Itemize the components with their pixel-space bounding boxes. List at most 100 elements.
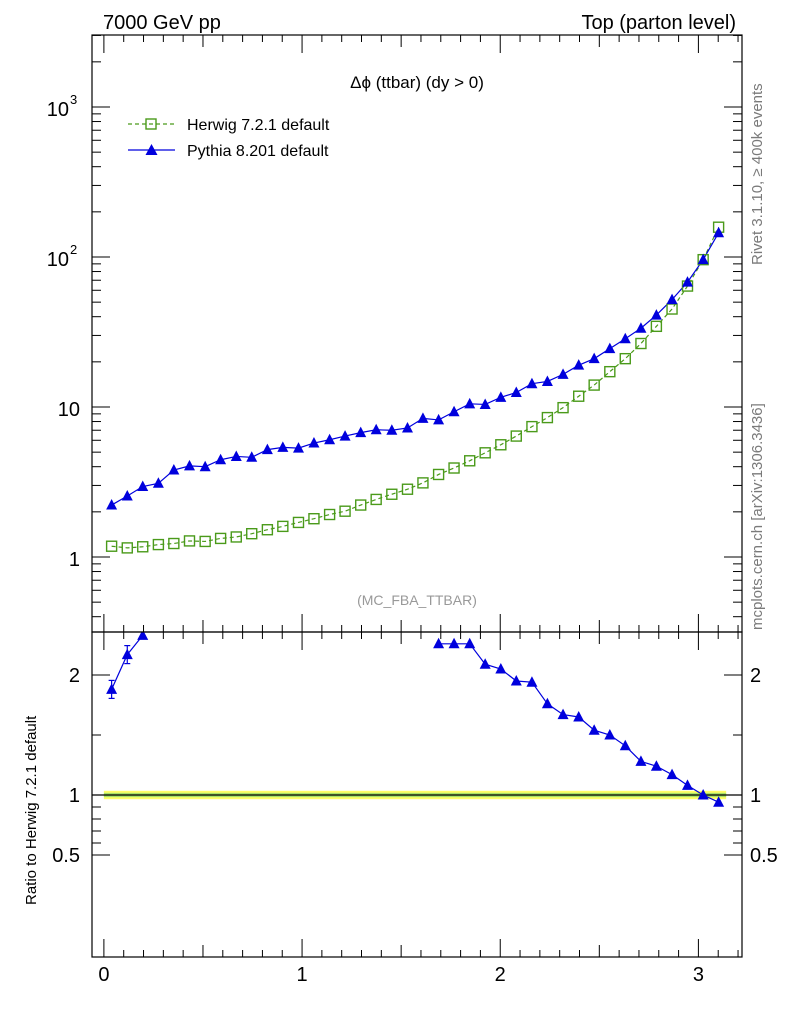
- herwig-point-26: [510, 430, 522, 442]
- ratio-point-5: [464, 637, 476, 649]
- x-tick-label-3: 3: [693, 964, 704, 986]
- x-tick-label-2: 2: [495, 964, 506, 986]
- herwig-point-34: [635, 337, 647, 350]
- pythia-point-25: [495, 391, 507, 402]
- ratio-ytick-left-2: 2: [69, 665, 80, 687]
- herwig-point-14: [323, 508, 336, 521]
- herwig-point-18: [386, 488, 398, 500]
- y-tick-label-1000: 10 3: [47, 92, 77, 121]
- herwig-point-4: [168, 537, 180, 550]
- herwig-point-3: [152, 538, 165, 551]
- x-tick-label-1: 1: [296, 964, 307, 986]
- herwig-point-1: [121, 542, 133, 554]
- herwig-point-32: [604, 365, 616, 378]
- ratio-point-8: [510, 675, 522, 686]
- pythia-point-5: [184, 459, 195, 471]
- pythia-point-28: [541, 375, 553, 386]
- herwig-point-15: [339, 505, 351, 517]
- pythia-point-13: [308, 437, 320, 448]
- ratio-point-1: [121, 648, 133, 660]
- header-right: Top (parton level): [581, 12, 736, 34]
- ratio-point-16: [635, 755, 647, 766]
- herwig-point-23: [464, 455, 476, 467]
- pythia-point-16: [355, 426, 367, 438]
- pythia-point-2: [137, 480, 149, 492]
- pythia-point-14: [324, 433, 336, 445]
- pythia-point-12: [292, 442, 304, 453]
- ratio-point-6: [479, 658, 491, 669]
- svg-text:3: 3: [70, 92, 77, 107]
- ratio-point-18: [666, 768, 678, 780]
- pythia-point-36: [666, 293, 678, 305]
- ratio-point-10: [541, 697, 553, 709]
- ratio-point-15: [619, 739, 631, 751]
- herwig-point-7: [214, 532, 227, 545]
- svg-text:10: 10: [47, 249, 69, 271]
- herwig-point-29: [557, 401, 569, 414]
- pythia-point-8: [230, 450, 242, 461]
- pythia-point-19: [401, 421, 413, 433]
- pythia-point-6: [199, 460, 211, 472]
- ratio-point-14: [604, 729, 616, 740]
- pythia-point-22: [448, 405, 460, 417]
- main-panel: 1 10 10 2 10 3 Δϕ (ttbar) (dy > 0) (MC_F…: [47, 34, 743, 633]
- ratio-axis-ticks: [92, 632, 742, 957]
- herwig-point-19: [401, 483, 414, 495]
- herwig-point-0: [105, 540, 118, 552]
- ratio-ytick-left-1: 1: [69, 785, 80, 807]
- herwig-line: [111, 226, 720, 549]
- chart-title: Δϕ (ttbar) (dy > 0): [350, 73, 484, 92]
- herwig-point-13: [308, 513, 320, 525]
- y-tick-label-10: 10: [58, 399, 80, 421]
- herwig-point-11: [277, 520, 289, 533]
- pythia-point-3: [152, 477, 164, 488]
- ratio-ytick-right-0.5: 0.5: [750, 845, 778, 867]
- ratio-point-9: [526, 676, 538, 687]
- herwig-point-10: [261, 524, 274, 536]
- ratio-point-12: [573, 711, 585, 722]
- ratio-point-19: [682, 779, 694, 790]
- herwig-point-36: [666, 303, 678, 315]
- herwig-point-35: [650, 320, 663, 333]
- pythia-point-0: [106, 499, 118, 510]
- svg-text:2: 2: [70, 242, 77, 257]
- ratio-ytick-right-2: 2: [750, 665, 761, 687]
- ratio-point-7: [495, 663, 507, 674]
- ratio-y-label: Ratio to Herwig 7.2.1 default: [23, 715, 40, 905]
- y-tick-label-100: 10 2: [47, 242, 77, 271]
- pythia-point-10: [261, 443, 273, 455]
- ratio-point-4: [448, 637, 460, 649]
- herwig-point-20: [417, 477, 429, 489]
- ratio-point-2: [137, 632, 149, 640]
- ratio-ytick-right-1: 1: [750, 785, 761, 807]
- svg-text:10: 10: [47, 99, 69, 121]
- pythia-point-33: [619, 332, 631, 344]
- ratio-tick-labels: 0.5 0.5 1 1 2 2 0 1 2 3: [52, 665, 778, 986]
- pythia-point-39: [713, 226, 725, 238]
- herwig-point-30: [573, 390, 585, 402]
- herwig-point-28: [541, 411, 554, 424]
- pythia-point-1: [121, 490, 133, 501]
- pythia-point-23: [464, 397, 476, 409]
- pythia-point-18: [386, 424, 398, 435]
- herwig-point-24: [479, 447, 491, 459]
- pythia-point-20: [417, 412, 429, 423]
- ratio-data: [106, 632, 725, 807]
- herwig-point-8: [230, 531, 242, 543]
- ratio-point-20: [697, 789, 709, 800]
- legend-entry-pythia: Pythia 8.201 default: [128, 143, 329, 160]
- x-tick-label-0: 0: [98, 964, 109, 986]
- legend-label-herwig: Herwig 7.2.1 default: [187, 117, 330, 134]
- herwig-point-5: [183, 535, 196, 547]
- pythia-point-26: [510, 386, 522, 397]
- ratio-point-13: [588, 724, 600, 735]
- ratio-point-3: [433, 637, 445, 649]
- pythia-point-31: [588, 352, 600, 364]
- ratio-frame: [91, 631, 743, 958]
- herwig-point-33: [619, 352, 631, 365]
- ratio-point-21: [713, 796, 725, 807]
- ratio-point-0: [106, 683, 118, 694]
- pythia-line: [111, 232, 720, 506]
- pythia-point-7: [215, 453, 227, 465]
- pythia-point-34: [635, 322, 647, 333]
